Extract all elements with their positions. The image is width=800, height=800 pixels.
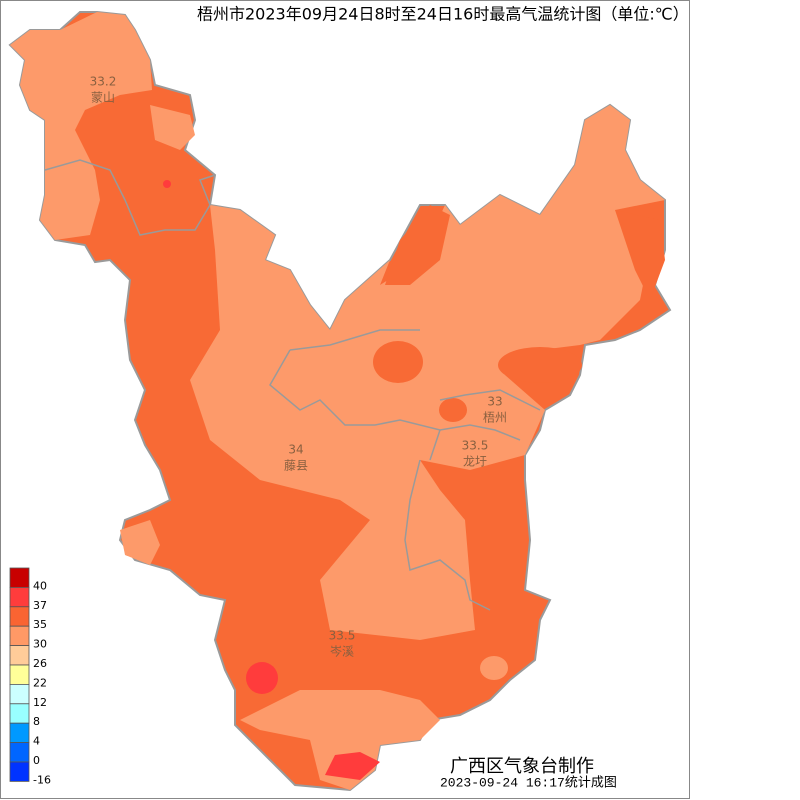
zone-37 [163,180,380,780]
legend-label: 22 [33,676,47,689]
legend-label: 12 [33,696,47,709]
station-value: 33.5 [329,629,356,643]
legend-label: 8 [33,715,40,728]
legend-label: 37 [33,599,47,612]
station-name: 蒙山 [91,91,115,105]
legend-swatch [9,722,30,744]
station-value: 33.2 [90,75,117,89]
region [8,11,672,792]
legend-swatch [9,625,30,647]
zone-30 [10,12,665,790]
station-value: 33 [487,395,502,409]
legend-swatch [9,587,30,608]
legend-swatch [9,703,30,724]
zone-35 [373,205,665,422]
station-value: 33.5 [462,439,489,453]
station-name: 岑溪 [330,645,354,659]
legend-label: 35 [33,618,47,631]
station-name: 藤县 [284,459,308,473]
legend-label: 30 [33,638,47,651]
credit-time: 2023-09-24 16:17统计成图 [440,775,617,790]
legend-swatch [9,606,30,627]
legend-swatch [9,742,30,763]
legend-swatch [9,684,30,705]
legend-label: 0 [33,754,40,767]
credit-maker: 广西区气象台制作 [450,756,594,776]
legend-swatch [9,567,30,588]
legend-swatch [9,645,30,666]
legend-label: -16 [33,773,51,786]
station-name: 龙圩 [463,455,487,469]
county-borders [44,159,541,611]
legend-label: 26 [33,657,47,670]
station-name: 梧州 [483,410,507,425]
station-value: 34 [288,443,303,457]
legend-label: 4 [33,735,40,748]
map-title: 梧州市2023年09月24日8时至24日16时最高气温统计图（单位:℃） [197,5,689,24]
legend-swatch [9,664,30,685]
legend-label: 40 [33,579,47,592]
legend-swatch [9,761,30,782]
